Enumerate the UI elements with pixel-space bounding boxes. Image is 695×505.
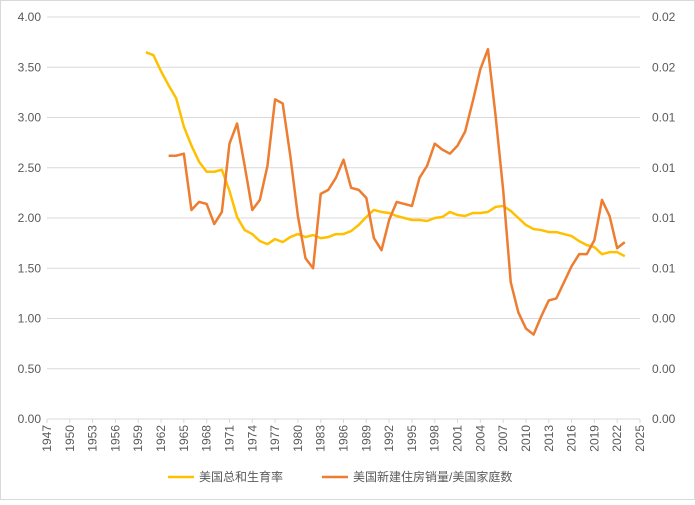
- x-tick-label: 1974: [245, 425, 259, 452]
- series-line: [168, 47, 626, 336]
- x-tick-label: 1989: [359, 425, 373, 452]
- y2-tick-label: 0.00: [652, 312, 676, 326]
- x-tick-label: 1968: [200, 425, 214, 452]
- x-tick-label: 1953: [86, 425, 100, 452]
- y2-tick-label: 0.02: [652, 60, 676, 74]
- y-tick-label: 3.50: [18, 60, 42, 74]
- y-tick-label: 1.50: [18, 261, 42, 275]
- x-tick-label: 1947: [40, 425, 54, 452]
- x-tick-label: 2013: [542, 425, 556, 452]
- x-tick-label: 1950: [63, 425, 77, 452]
- y2-tick-label: 0.01: [652, 261, 676, 275]
- y-tick-label: 1.00: [18, 312, 42, 326]
- x-tick-label: 1959: [131, 425, 145, 452]
- legend-label: 美国总和生育率: [199, 469, 283, 484]
- y-tick-label: 4.00: [18, 10, 42, 24]
- y2-tick-label: 0.01: [652, 161, 676, 175]
- x-tick-label: 1956: [108, 425, 122, 452]
- x-tick-label: 2010: [519, 425, 533, 452]
- y2-tick-label: 0.00: [652, 412, 676, 426]
- y-tick-label: 0.00: [18, 412, 42, 426]
- x-tick-label: 1965: [177, 425, 191, 452]
- x-tick-label: 1977: [268, 425, 282, 452]
- x-tick-label: 1980: [291, 425, 305, 452]
- y2-tick-label: 0.02: [652, 10, 676, 24]
- x-tick-label: 1986: [337, 425, 351, 452]
- y-tick-label: 2.00: [18, 211, 42, 225]
- x-tick-label: 1971: [222, 425, 236, 452]
- y-tick-label: 2.50: [18, 161, 42, 175]
- x-tick-label: 1995: [405, 425, 419, 452]
- y2-tick-label: 0.01: [652, 211, 676, 225]
- y-tick-label: 0.50: [18, 362, 42, 376]
- x-tick-label: 1983: [314, 425, 328, 452]
- y2-tick-label: 0.00: [652, 362, 676, 376]
- x-tick-label: 2022: [610, 425, 624, 452]
- x-tick-label: 1992: [382, 425, 396, 452]
- x-tick-label: 2001: [451, 425, 465, 452]
- y-tick-label: 3.00: [18, 111, 42, 125]
- x-tick-label: 2007: [496, 425, 510, 452]
- x-tick-label: 1962: [154, 425, 168, 452]
- x-tick-label: 2016: [565, 425, 579, 452]
- x-tick-label: 2019: [587, 425, 601, 452]
- y2-tick-label: 0.01: [652, 111, 676, 125]
- x-tick-label: 1998: [428, 425, 442, 452]
- x-tick-label: 2004: [473, 425, 487, 452]
- legend-label: 美国新建住房销量/美国家庭数: [353, 469, 512, 484]
- x-tick-label: 2025: [633, 425, 647, 452]
